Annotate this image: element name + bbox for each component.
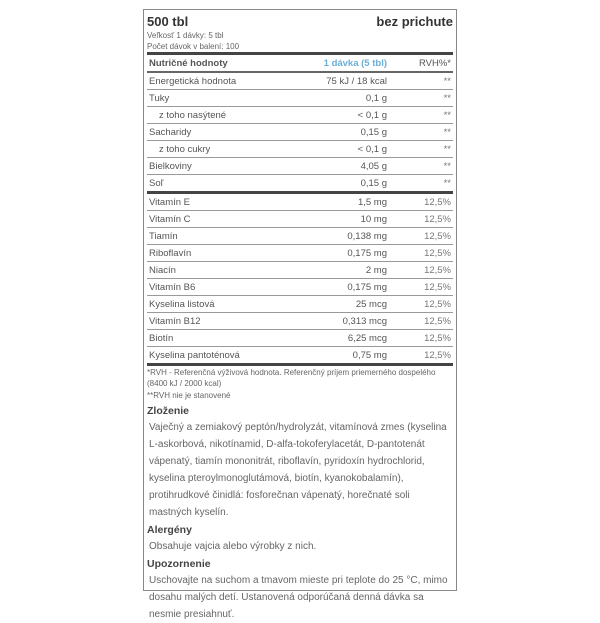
nutrient-amount: 0,15 g <box>295 123 389 141</box>
nutrient-amount: 10 mg <box>295 210 389 228</box>
nutrient-amount: 0,175 mg <box>295 278 389 296</box>
table-row: Energetická hodnota 75 kJ / 18 kcal ** <box>147 72 453 90</box>
table-row: Vitamín C 10 mg 12,5% <box>147 210 453 228</box>
rvh-not-set-note: **RVH nie je stanovené <box>147 391 231 400</box>
nutrient-amount: < 0,1 g <box>295 140 389 158</box>
nutrient-rvh: 12,5% <box>389 227 453 245</box>
nutrient-name: Vitamín B6 <box>147 278 295 296</box>
nutrient-name: Riboflavín <box>147 244 295 262</box>
nutrient-name: Kyselina listová <box>147 295 295 313</box>
col-amount: 1 dávka (5 tbl) <box>295 52 389 73</box>
table-row: z toho cukry < 0,1 g ** <box>147 140 453 158</box>
col-rvh: RVH%* <box>389 52 453 73</box>
nutrient-rvh: 12,5% <box>389 261 453 279</box>
table-row: Vitamín B6 0,175 mg 12,5% <box>147 278 453 296</box>
nutrient-amount: 0,75 mg <box>295 346 389 366</box>
nutrient-rvh: 12,5% <box>389 329 453 347</box>
nutrient-amount: 0,1 g <box>295 89 389 107</box>
nutrient-amount: 0,175 mg <box>295 244 389 262</box>
nutrient-rvh: 12,5% <box>389 346 453 366</box>
nutrition-label: 500 tbl bez prichute Veľkosť 1 dávky: 5 … <box>143 9 457 620</box>
nutrient-name: Biotín <box>147 329 295 347</box>
nutrient-rvh: 12,5% <box>389 312 453 330</box>
label-header: 500 tbl bez prichute <box>147 14 453 30</box>
nutrient-name: z toho nasýtené <box>147 106 295 124</box>
rvh-note: *RVH - Referenčná výživová hodnota. Refe… <box>147 368 436 388</box>
nutrient-amount: 2 mg <box>295 261 389 279</box>
serving-size: Veľkosť 1 dávky: 5 tbl <box>147 31 224 40</box>
nutrient-amount: 0,15 g <box>295 174 389 194</box>
nutrient-rvh: ** <box>389 89 453 107</box>
warning-text: Uschovajte na suchom a tmavom mieste pri… <box>149 574 448 620</box>
nutrient-rvh: ** <box>389 140 453 158</box>
nutrient-rvh: ** <box>389 157 453 175</box>
nutrient-amount: 6,25 mcg <box>295 329 389 347</box>
package-size: 500 tbl <box>147 14 189 29</box>
nutrient-amount: 0,313 mcg <box>295 312 389 330</box>
nutrient-name: Soľ <box>147 174 295 194</box>
nutrient-name: Energetická hodnota <box>147 72 295 90</box>
allergens-text: Obsahuje vajcia alebo výrobky z nich. <box>149 540 317 552</box>
table-row: Biotín 6,25 mcg 12,5% <box>147 329 453 347</box>
nutrient-rvh: ** <box>389 123 453 141</box>
nutrient-amount: 0,138 mg <box>295 227 389 245</box>
table-row: Tiamín 0,138 mg 12,5% <box>147 227 453 245</box>
nutrient-rvh: ** <box>389 106 453 124</box>
table-row: Tuky 0,1 g ** <box>147 89 453 107</box>
allergens-title: Alergény <box>147 523 192 536</box>
nutrient-rvh: ** <box>389 72 453 90</box>
table-row: Riboflavín 0,175 mg 12,5% <box>147 244 453 262</box>
nutrient-name: Tuky <box>147 89 295 107</box>
nutrient-amount: 4,05 g <box>295 157 389 175</box>
col-name: Nutričné hodnoty <box>147 52 295 73</box>
nutrient-rvh: 12,5% <box>389 210 453 228</box>
nutrient-amount: 1,5 mg <box>295 192 389 211</box>
nutrient-name: Sacharidy <box>147 123 295 141</box>
nutrient-rvh: 12,5% <box>389 244 453 262</box>
table-row: Kyselina listová 25 mcg 12,5% <box>147 295 453 313</box>
composition-text: Vaječný a zemiakový peptón/hydrolyzát, v… <box>149 421 447 518</box>
table-row: Soľ 0,15 g ** <box>147 174 453 194</box>
composition-title: Zloženie <box>147 404 190 417</box>
nutrient-name: Niacín <box>147 261 295 279</box>
table-row: Kyselina pantoténová 0,75 mg 12,5% <box>147 346 453 366</box>
nutrient-rvh: 12,5% <box>389 192 453 211</box>
nutrition-table: Nutričné hodnoty 1 dávka (5 tbl) RVH%* E… <box>147 52 453 366</box>
nutrient-name: Tiamín <box>147 227 295 245</box>
nutrient-amount: 75 kJ / 18 kcal <box>295 72 389 90</box>
nutrient-rvh: ** <box>389 174 453 194</box>
warning-title: Upozornenie <box>147 557 211 570</box>
nutrient-amount: < 0,1 g <box>295 106 389 124</box>
nutrient-amount: 25 mcg <box>295 295 389 313</box>
flavor: bez prichute <box>376 14 453 29</box>
table-row: z toho nasýtené < 0,1 g ** <box>147 106 453 124</box>
nutrient-rvh: 12,5% <box>389 295 453 313</box>
nutrient-name: Vitamín B12 <box>147 312 295 330</box>
table-row: Vitamín E 1,5 mg 12,5% <box>147 192 453 211</box>
nutrient-name: Bielkoviny <box>147 157 295 175</box>
table-row: Niacín 2 mg 12,5% <box>147 261 453 279</box>
nutrient-rvh: 12,5% <box>389 278 453 296</box>
table-header: Nutričné hodnoty 1 dávka (5 tbl) RVH%* <box>147 52 453 73</box>
table-row: Bielkoviny 4,05 g ** <box>147 157 453 175</box>
table-row: Sacharidy 0,15 g ** <box>147 123 453 141</box>
servings-per-package: Počet dávok v balení: 100 <box>147 42 240 51</box>
nutrient-name: z toho cukry <box>147 140 295 158</box>
nutrient-name: Vitamín E <box>147 192 295 211</box>
nutrient-name: Kyselina pantoténová <box>147 346 295 366</box>
nutrient-name: Vitamín C <box>147 210 295 228</box>
table-row: Vitamín B12 0,313 mcg 12,5% <box>147 312 453 330</box>
